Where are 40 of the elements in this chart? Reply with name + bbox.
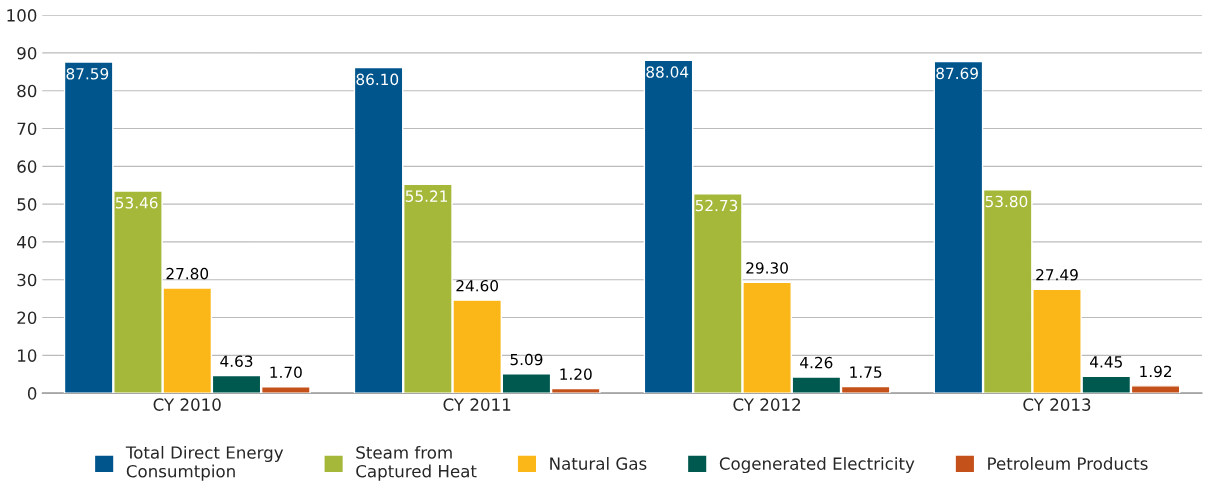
x-tick-label: CY 2013 <box>1023 398 1091 411</box>
x-tick-label: CY 2011 <box>443 398 511 411</box>
data-label: 52.73 <box>695 199 738 212</box>
data-label: 27.49 <box>1036 269 1078 281</box>
x-tick-label: CY 2010 <box>153 398 221 411</box>
data-label: 4.63 <box>220 355 253 367</box>
data-label: 1.20 <box>560 368 592 380</box>
data-label: 29.30 <box>746 262 788 274</box>
legend-label: Cogenerated Electricity <box>719 456 915 474</box>
data-label: 88.04 <box>646 66 689 78</box>
y-tick-label: 70 <box>17 122 37 136</box>
y-tick-label: 90 <box>17 46 37 60</box>
y-tick-label: 0 <box>27 387 37 400</box>
data-label: 53.80 <box>985 195 1028 208</box>
data-label: 55.21 <box>405 190 448 202</box>
y-tick-label: 40 <box>17 235 37 249</box>
legend-label: Steam from Captured Heat <box>356 445 477 481</box>
data-label: 1.92 <box>1140 365 1172 378</box>
x-tick-label: CY 2012 <box>733 398 801 411</box>
data-label: 53.46 <box>115 196 158 209</box>
y-tick-label: 60 <box>17 160 37 173</box>
legend-label: Total Direct Energy Consumtpion <box>125 445 284 481</box>
legend-label: Natural Gas <box>550 456 647 470</box>
data-label: 86.10 <box>356 73 399 86</box>
y-tick-label: 10 <box>18 349 37 362</box>
data-label: 24.60 <box>456 279 499 292</box>
legend-label: Petroleum Products <box>988 456 1148 470</box>
y-tick-label: 50 <box>17 198 37 211</box>
data-label: 5.09 <box>510 353 543 366</box>
data-label: 1.75 <box>850 366 882 378</box>
y-tick-label: 80 <box>17 84 37 98</box>
data-label: 27.80 <box>166 267 209 280</box>
y-tick-label: 20 <box>17 311 37 325</box>
data-label: 87.69 <box>936 67 978 80</box>
data-label: 4.26 <box>800 356 833 369</box>
data-label: 87.59 <box>66 67 109 80</box>
data-label: 4.45 <box>1090 356 1122 368</box>
y-tick-label: 100 <box>7 9 37 22</box>
data-label: 1.70 <box>270 366 302 379</box>
y-tick-label: 30 <box>17 273 37 287</box>
